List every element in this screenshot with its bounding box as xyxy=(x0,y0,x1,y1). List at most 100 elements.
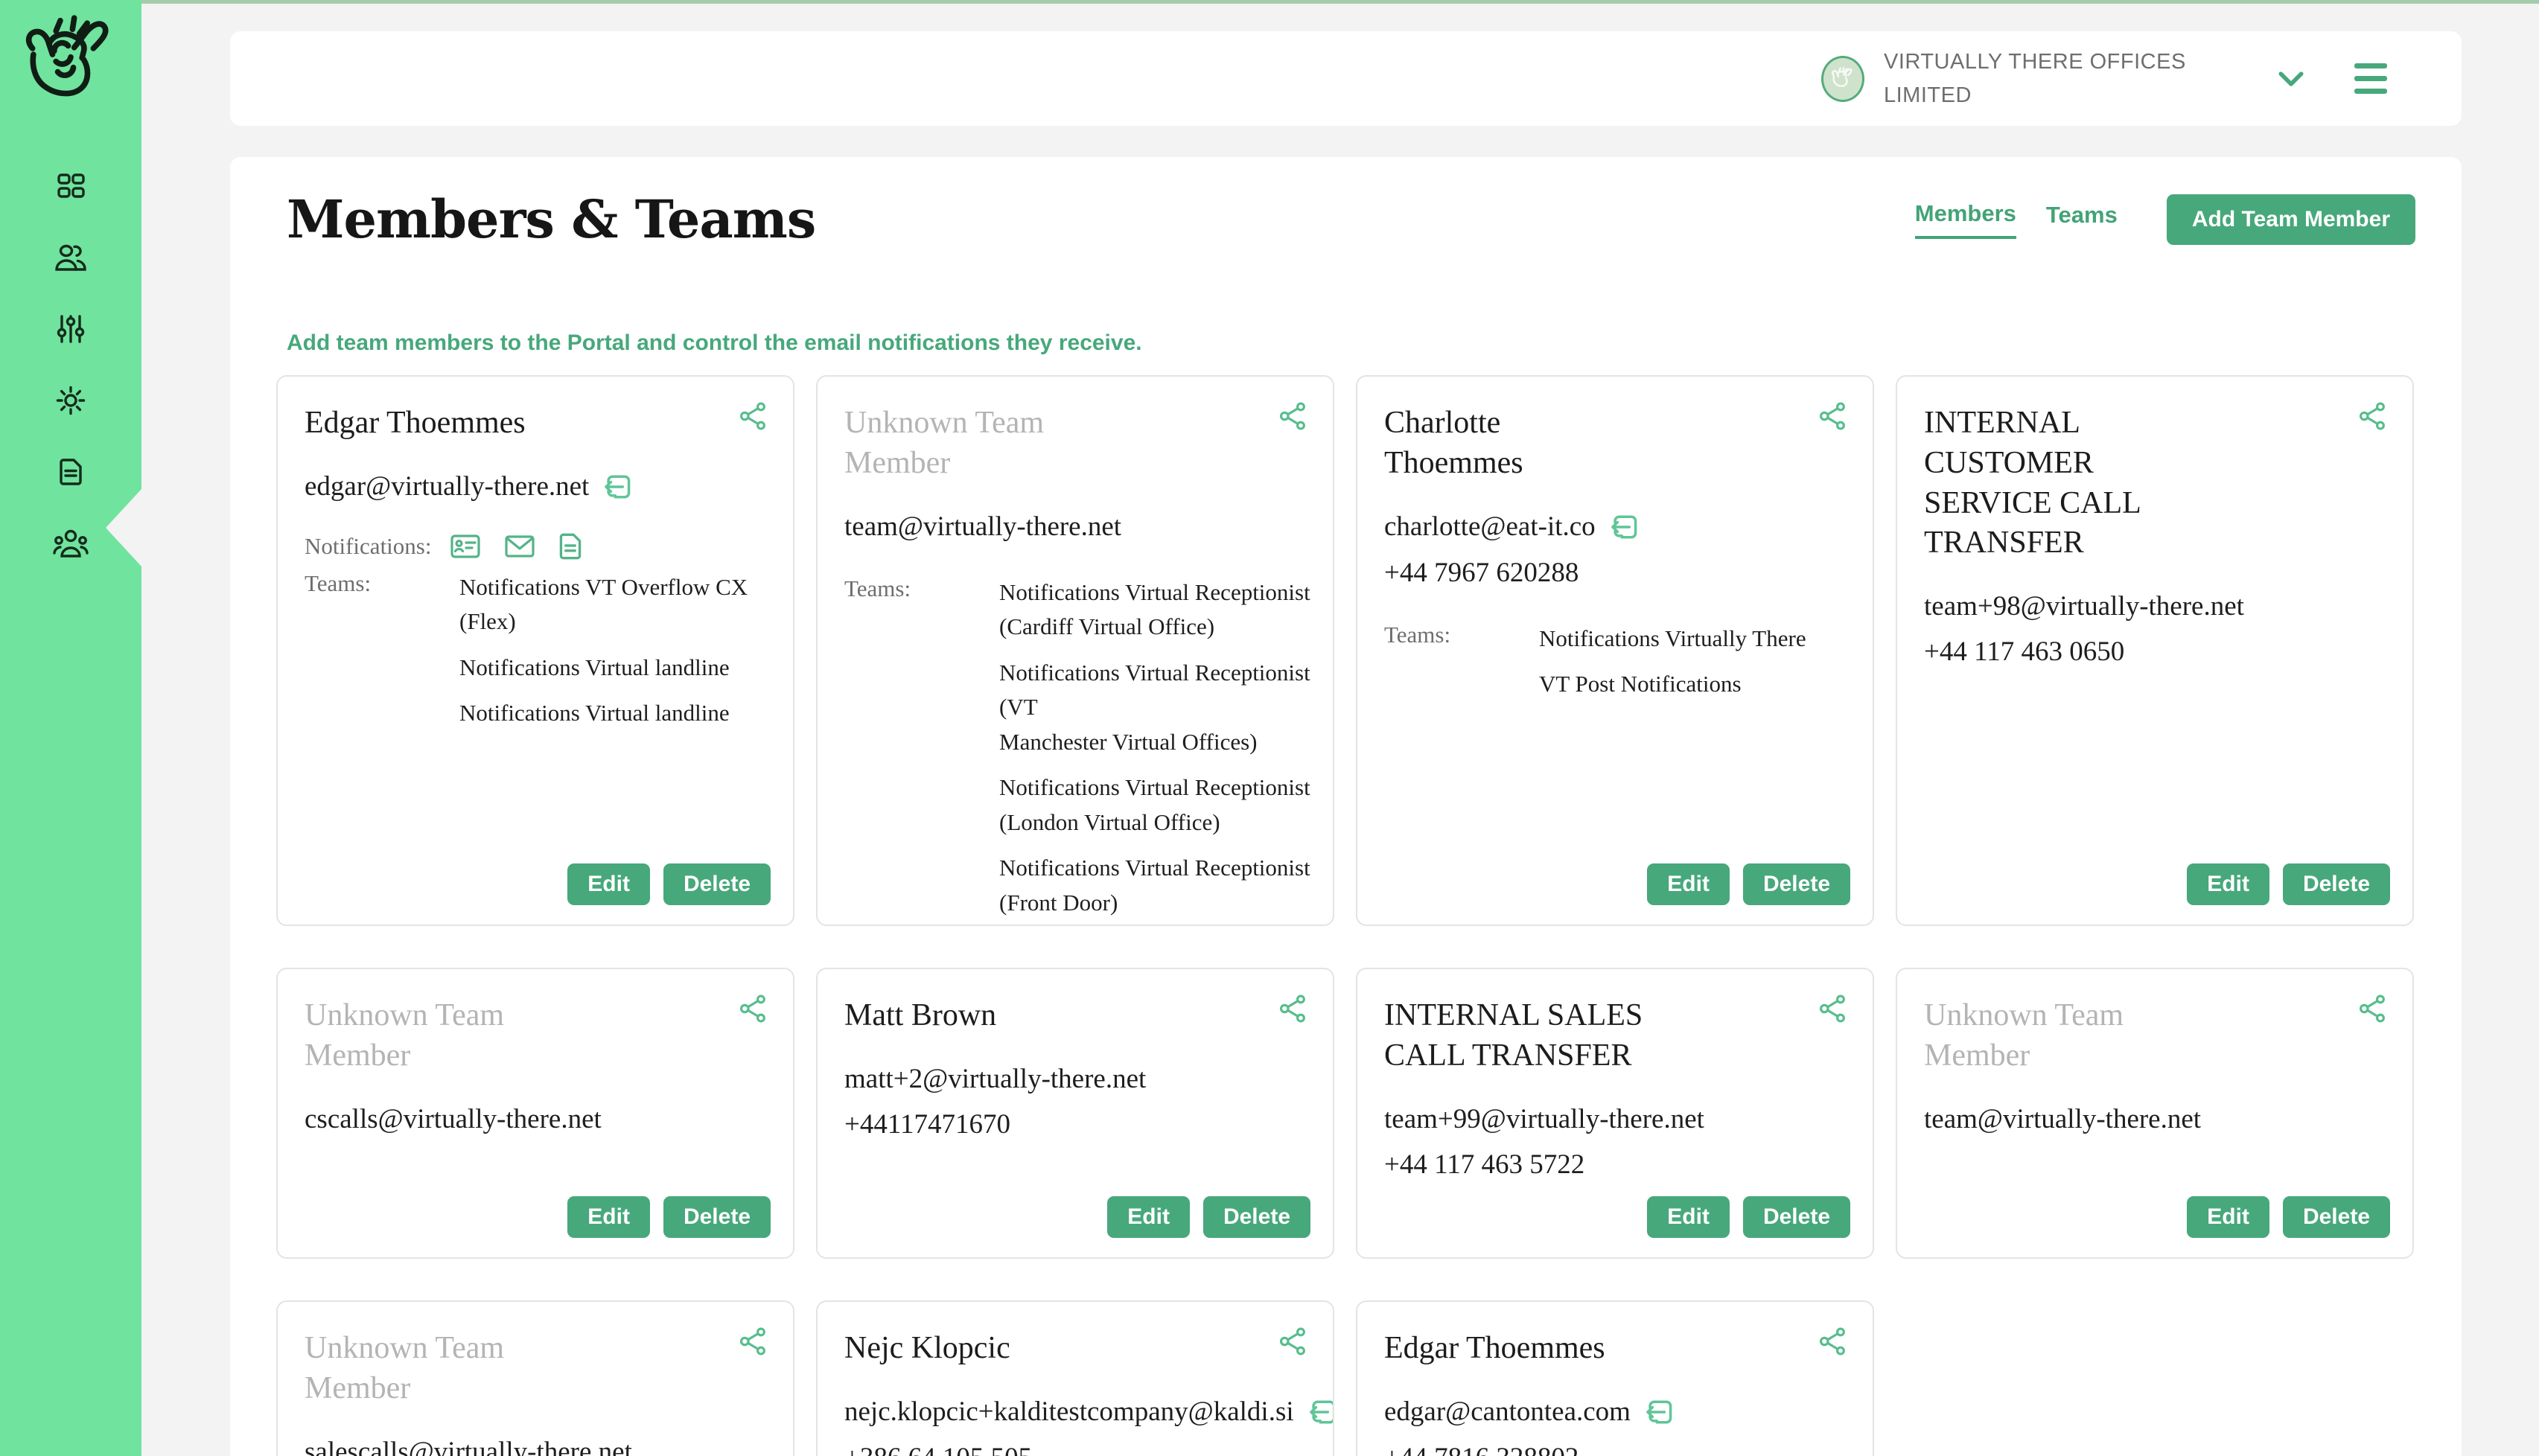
people-icon xyxy=(55,244,86,271)
share-icon xyxy=(1279,1327,1305,1356)
member-phone: +386 64 105 505 xyxy=(844,1442,1032,1456)
share-button[interactable] xyxy=(1818,1326,1849,1361)
envelope-icon xyxy=(505,535,535,558)
member-email-row: salescalls@virtually-there.net xyxy=(305,1436,632,1456)
share-button[interactable] xyxy=(738,400,769,435)
edit-button[interactable]: Edit xyxy=(2187,863,2269,905)
hamburger-menu-icon[interactable] xyxy=(2354,63,2387,94)
notifications-row: Notifications: xyxy=(305,530,584,563)
member-name: Unknown Team Member xyxy=(844,406,1045,480)
member-email-row: cscalls@virtually-there.net xyxy=(305,1103,602,1135)
member-name: Unknown Team Member xyxy=(305,998,505,1073)
member-card: Unknown Team Member cscalls@virtually-th… xyxy=(276,968,794,1259)
edit-button[interactable]: Edit xyxy=(2187,1196,2269,1238)
team-item: Notifications Virtual Receptionist (Card… xyxy=(999,578,1310,640)
share-button[interactable] xyxy=(1818,400,1849,435)
sidebar-item-settings[interactable] xyxy=(0,365,141,436)
sidebar-item-preferences[interactable] xyxy=(0,293,141,365)
member-email-row: matt+2@virtually-there.net xyxy=(844,1063,1146,1095)
edit-button[interactable]: Edit xyxy=(567,863,650,905)
grid-icon xyxy=(57,173,85,198)
member-name: Edgar Thoemmes xyxy=(1384,1331,1605,1365)
team-icon xyxy=(53,529,89,558)
share-button[interactable] xyxy=(738,993,769,1028)
team-item: Notifications Virtual Receptionist (Fron… xyxy=(999,855,1310,916)
delete-button[interactable]: Delete xyxy=(2282,863,2390,905)
page-description: Add team members to the Portal and contr… xyxy=(287,331,1142,355)
member-name: INTERNAL SALES CALL TRANSFER xyxy=(1384,998,1643,1073)
member-name: Unknown Team Member xyxy=(305,1331,505,1405)
share-icon xyxy=(739,994,765,1023)
share-button[interactable] xyxy=(1278,1326,1309,1361)
member-email: cscalls@virtually-there.net xyxy=(305,1103,602,1134)
share-icon xyxy=(1279,994,1305,1023)
teams-list: Notifications Virtually There VT Post Not… xyxy=(1539,622,1806,713)
document-icon xyxy=(60,459,82,485)
team-item: Notifications VT Overflow CX (Flex) xyxy=(459,573,748,635)
sidebar-item-dashboard[interactable] xyxy=(0,150,141,222)
member-card: INTERNAL SALES CALL TRANSFER team+99@vir… xyxy=(1356,968,1874,1259)
login-link[interactable] xyxy=(1306,1396,1333,1428)
delete-button[interactable]: Delete xyxy=(1742,863,1850,905)
member-email-row: team@virtually-there.net xyxy=(1924,1103,2201,1135)
member-card: INTERNAL CUSTOMER SERVICE CALL TRANSFER … xyxy=(1896,375,2414,926)
member-phone: +44 117 463 5722 xyxy=(1384,1149,1585,1180)
company-dropdown-toggle[interactable] xyxy=(2277,71,2305,87)
teams-row: Teams: Notifications Virtual Receptionis… xyxy=(844,575,1310,925)
company-name[interactable]: VIRTUALLY THERE OFFICES LIMITED xyxy=(1884,49,2186,107)
header-bar: VIRTUALLY THERE OFFICES LIMITED xyxy=(230,31,2462,126)
login-link[interactable] xyxy=(601,470,634,503)
delete-button[interactable]: Delete xyxy=(663,863,771,905)
member-card: Nejc Klopcic nejc.klopcic+kalditestcompa… xyxy=(816,1300,1334,1456)
sidebar-item-members-teams[interactable] xyxy=(0,508,141,579)
share-button[interactable] xyxy=(738,1326,769,1361)
member-name: INTERNAL CUSTOMER SERVICE CALL TRANSFER xyxy=(1924,406,2141,561)
share-button[interactable] xyxy=(2357,400,2389,435)
login-icon xyxy=(605,475,631,499)
member-phone: +44117471670 xyxy=(844,1108,1010,1140)
top-accent-strip xyxy=(0,0,2539,4)
delete-button[interactable]: Delete xyxy=(1202,1196,1310,1238)
sliders-icon xyxy=(57,315,85,343)
main-panel: Members & Teams Members Teams Add Team M… xyxy=(230,157,2462,1456)
member-email: team+98@virtually-there.net xyxy=(1924,591,2244,622)
member-email-row: team@virtually-there.net xyxy=(844,511,1121,543)
member-email-row: edgar@cantontea.com xyxy=(1384,1396,1675,1428)
shaka-hand-logo xyxy=(25,15,109,97)
share-button[interactable] xyxy=(1278,993,1309,1028)
member-email: edgar@cantontea.com xyxy=(1384,1396,1631,1428)
card-actions: Edit Delete xyxy=(1384,849,1850,905)
shaka-hand-avatar xyxy=(1832,66,1853,87)
gear-icon xyxy=(56,386,86,415)
edit-button[interactable]: Edit xyxy=(1107,1196,1190,1238)
delete-button[interactable]: Delete xyxy=(1742,1196,1850,1238)
teams-label: Teams: xyxy=(305,569,372,596)
member-card: Unknown Team Member team@virtually-there… xyxy=(816,375,1334,926)
share-button[interactable] xyxy=(1818,993,1849,1028)
share-button[interactable] xyxy=(2357,993,2389,1028)
add-team-member-button[interactable]: Add Team Member xyxy=(2166,194,2415,245)
company-avatar[interactable] xyxy=(1821,55,1864,102)
edit-button[interactable]: Edit xyxy=(567,1196,650,1238)
member-email: nejc.klopcic+kalditestcompany@kaldi.si xyxy=(844,1396,1294,1428)
login-icon xyxy=(1611,515,1637,538)
member-email-row: charlotte@eat-it.co xyxy=(1384,511,1640,543)
share-button[interactable] xyxy=(1278,400,1309,435)
sidebar-item-documents[interactable] xyxy=(0,436,141,508)
share-icon xyxy=(2359,994,2385,1023)
member-email: edgar@virtually-there.net xyxy=(305,471,590,502)
sidebar-item-people[interactable] xyxy=(0,222,141,293)
member-name: Unknown Team Member xyxy=(1924,998,2124,1073)
delete-button[interactable]: Delete xyxy=(2282,1196,2390,1238)
tab-teams[interactable]: Teams xyxy=(2045,201,2118,228)
edit-button[interactable]: Edit xyxy=(1647,863,1730,905)
edit-button[interactable]: Edit xyxy=(1647,1196,1730,1238)
login-link[interactable] xyxy=(1643,1396,1675,1428)
delete-button[interactable]: Delete xyxy=(663,1196,771,1238)
login-link[interactable] xyxy=(1608,511,1640,543)
share-icon xyxy=(1819,994,1845,1023)
member-email-row: edgar@virtually-there.net xyxy=(305,470,634,503)
tab-members[interactable]: Members xyxy=(1914,200,2016,239)
teams-row: Teams: Notifications Virtually There VT P… xyxy=(1384,622,1850,713)
sidebar xyxy=(0,0,141,1456)
